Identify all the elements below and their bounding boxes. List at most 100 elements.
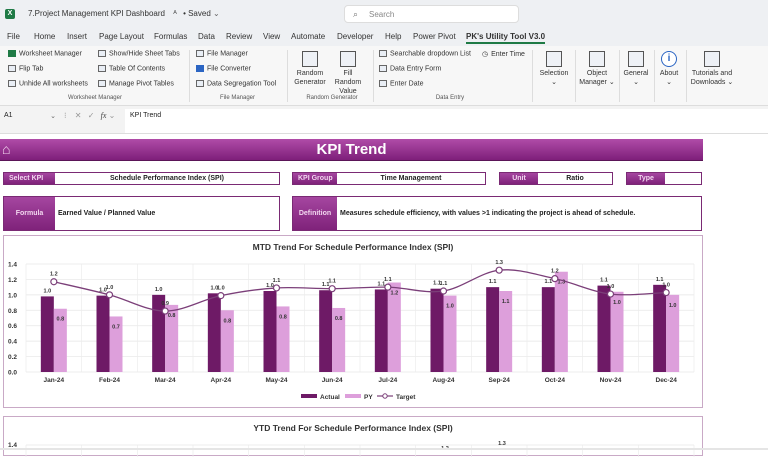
about-button[interactable]: i About ⌄: [655, 51, 683, 87]
tab-insert[interactable]: Insert: [67, 32, 88, 41]
search-box[interactable]: ⌕ Search: [344, 5, 519, 23]
label: Worksheet Manager: [19, 50, 82, 58]
calendar-icon: [379, 80, 387, 87]
svg-text:1.0: 1.0: [44, 288, 52, 294]
tab-formulas[interactable]: Formulas: [154, 32, 188, 41]
svg-text:1.1: 1.1: [273, 278, 281, 284]
check-icon[interactable]: ✓: [87, 111, 95, 120]
name-box[interactable]: A1 ⌄: [2, 110, 58, 123]
label: Enter Time: [491, 51, 525, 58]
tab-automate[interactable]: Automate: [291, 32, 326, 41]
svg-text:1.0: 1.0: [8, 292, 17, 299]
svg-text:Nov-24: Nov-24: [600, 377, 622, 384]
svg-text:1.2: 1.2: [50, 272, 58, 278]
ytd-trend-chart[interactable]: YTD Trend For Schedule Performance Index…: [3, 416, 703, 457]
formula-label: Formula: [4, 197, 55, 230]
worksheet-manager-button[interactable]: Worksheet Manager: [8, 50, 82, 57]
svg-text:Feb-24: Feb-24: [99, 377, 120, 384]
tab-pk-utility-tool[interactable]: PK's Utility Tool V3.0: [466, 32, 546, 44]
select-kpi-field[interactable]: Select KPI Schedule Performance Index (S…: [3, 172, 280, 185]
select-kpi-label: Select KPI: [4, 173, 55, 184]
label: Flip Tab: [19, 65, 44, 73]
ribbon-tabs: File Home Insert Page Layout Formulas Da…: [0, 28, 768, 46]
label: Data Entry Form: [390, 65, 442, 73]
label: Manage Pivot Tables: [109, 80, 174, 88]
svg-text:Target: Target: [396, 394, 416, 401]
calculator-icon: [302, 51, 318, 67]
person-sync-icon[interactable]: ᴬ: [173, 9, 177, 18]
svg-text:1.4: 1.4: [8, 442, 17, 449]
unhide-all-worksheets-button[interactable]: Unhide All worksheets: [8, 80, 88, 87]
svg-text:PY: PY: [364, 394, 373, 401]
excel-icon[interactable]: X: [5, 9, 15, 19]
pivot-icon: [98, 80, 106, 87]
tab-power-pivot[interactable]: Power Pivot: [413, 32, 456, 41]
enter-time-button[interactable]: ◷ Enter Time: [482, 50, 525, 58]
svg-text:1.1: 1.1: [489, 279, 497, 285]
file-icon: [196, 50, 204, 57]
cancel-icon[interactable]: ✕: [74, 111, 82, 120]
document-title[interactable]: 7.Project Management KPI Dashboard ᴬ • S…: [28, 9, 220, 18]
file-converter-button[interactable]: File Converter: [196, 65, 251, 72]
tab-review[interactable]: Review: [226, 32, 253, 41]
tutorials-icon: [704, 51, 720, 67]
svg-text:1.3: 1.3: [558, 280, 566, 286]
tab-help[interactable]: Help: [385, 32, 402, 41]
svg-text:1.0: 1.0: [669, 303, 677, 309]
svg-text:1.0: 1.0: [106, 285, 114, 291]
flip-tab-button[interactable]: Flip Tab: [8, 65, 43, 72]
svg-text:0.8: 0.8: [168, 313, 176, 319]
manage-pivot-tables-button[interactable]: Manage Pivot Tables: [98, 80, 174, 87]
tab-data[interactable]: Data: [198, 32, 215, 41]
selection-button[interactable]: Selection ⌄: [536, 51, 572, 87]
tab-home[interactable]: Home: [34, 32, 56, 41]
svg-text:0.9: 0.9: [161, 301, 169, 307]
tutorials-downloads-button[interactable]: Tutorials and Downloads ⌄: [688, 51, 736, 87]
svg-text:1.1: 1.1: [600, 278, 608, 284]
label: Tutorials and Downloads: [690, 70, 733, 86]
tab-page-layout[interactable]: Page Layout: [99, 32, 144, 41]
show-hide-sheet-tabs-button[interactable]: Show/Hide Sheet Tabs: [98, 50, 180, 57]
select-kpi-value[interactable]: Schedule Performance Index (SPI): [110, 175, 224, 182]
home-icon[interactable]: ⌂: [2, 141, 11, 157]
tab-developer[interactable]: Developer: [337, 32, 374, 41]
function-icon[interactable]: fx: [100, 111, 107, 120]
svg-text:Dec-24: Dec-24: [656, 377, 678, 384]
tab-file[interactable]: File: [7, 32, 20, 41]
chart-title: MTD Trend For Schedule Performance Index…: [252, 242, 454, 252]
chevron-down-icon: ⌄: [608, 79, 615, 86]
svg-text:Actual: Actual: [320, 394, 340, 401]
more-icon[interactable]: ⁝: [64, 111, 67, 120]
svg-text:May-24: May-24: [265, 377, 287, 384]
file-manager-button[interactable]: File Manager: [196, 50, 248, 57]
svg-text:1.0: 1.0: [266, 283, 274, 289]
svg-text:0.2: 0.2: [8, 354, 17, 361]
formula-value: Earned Value / Planned Value: [58, 210, 156, 217]
segregation-icon: [196, 80, 204, 87]
mtd-trend-chart[interactable]: MTD Trend For Schedule Performance Index…: [3, 235, 703, 408]
chevron-down-icon: ⌄: [633, 79, 639, 86]
data-entry-form-button[interactable]: Data Entry Form: [379, 65, 441, 72]
chart-doc-icon: [628, 51, 644, 67]
divider: [686, 50, 687, 102]
table-of-contents-button[interactable]: Table Of Contents: [98, 65, 165, 72]
label: Fill Random Value: [334, 70, 362, 95]
data-segregation-tool-button[interactable]: Data Segregation Tool: [196, 80, 276, 87]
chevron-down-icon[interactable]: ⌄: [108, 111, 116, 120]
label: General: [623, 70, 649, 77]
general-button[interactable]: General ⌄: [620, 51, 652, 87]
ytd-chart-plot: 1.41.21.3: [8, 441, 695, 457]
formula-input[interactable]: KPI Trend: [125, 109, 768, 133]
svg-text:1.0: 1.0: [211, 285, 219, 291]
random-generator-button[interactable]: Random Generator: [292, 51, 328, 87]
chevron-down-icon[interactable]: ⌄: [213, 9, 220, 18]
info-icon: i: [661, 51, 677, 67]
label: Enter Date: [390, 80, 424, 88]
searchable-dropdown-list-button[interactable]: Searchable dropdown List: [379, 50, 471, 57]
dashboard-header: ⌂ KPI Trend: [0, 139, 703, 161]
divider: [619, 50, 620, 102]
fill-random-value-button[interactable]: Fill Random Value: [330, 51, 366, 96]
enter-date-button[interactable]: Enter Date: [379, 80, 423, 87]
object-manager-button[interactable]: Object Manager ⌄: [577, 51, 617, 87]
tab-view[interactable]: View: [263, 32, 281, 41]
